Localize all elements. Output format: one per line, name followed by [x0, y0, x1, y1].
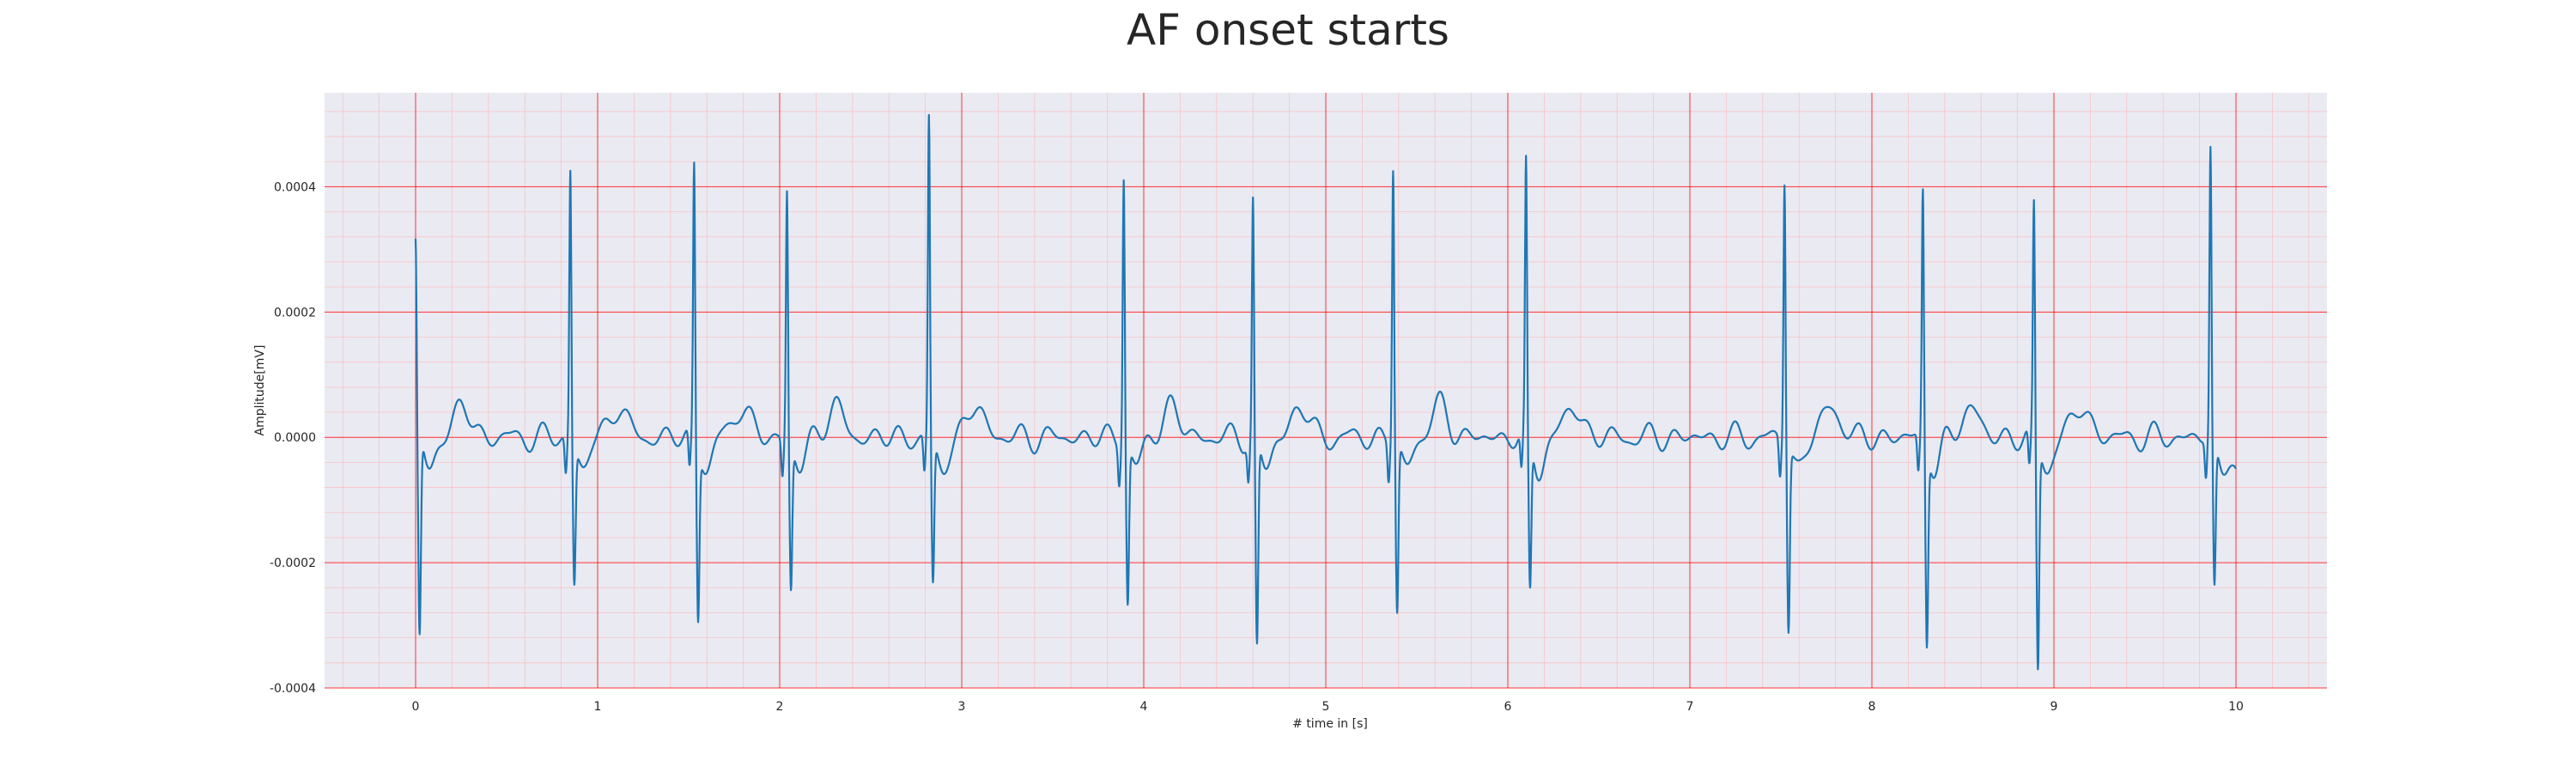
x-tick-label: 2	[776, 700, 784, 714]
y-tick-label: -0.0004	[270, 682, 316, 696]
x-tick-label: 6	[1504, 700, 1512, 714]
y-tick-label: -0.0002	[270, 557, 316, 570]
x-tick-label: 7	[1686, 700, 1694, 714]
x-tick-label: 5	[1322, 700, 1330, 714]
x-tick-label: 8	[1868, 700, 1876, 714]
x-tick-label: 4	[1140, 700, 1148, 714]
chart-title: AF onset starts	[1127, 5, 1449, 55]
x-tick-label: 10	[2228, 700, 2244, 714]
x-tick-label: 9	[2050, 700, 2058, 714]
y-tick-label: 0.0002	[274, 306, 316, 320]
y-axis-label: Amplitude[mV]	[253, 345, 267, 436]
x-tick-label: 1	[594, 700, 602, 714]
x-axis-label: # time in [s]	[1292, 717, 1368, 731]
y-tick-label: 0.0004	[274, 180, 316, 194]
y-tick-label: 0.0000	[274, 431, 316, 445]
ecg-series-line	[414, 113, 2237, 671]
x-tick-label: 0	[412, 700, 420, 714]
x-tick-label: 3	[958, 700, 966, 714]
